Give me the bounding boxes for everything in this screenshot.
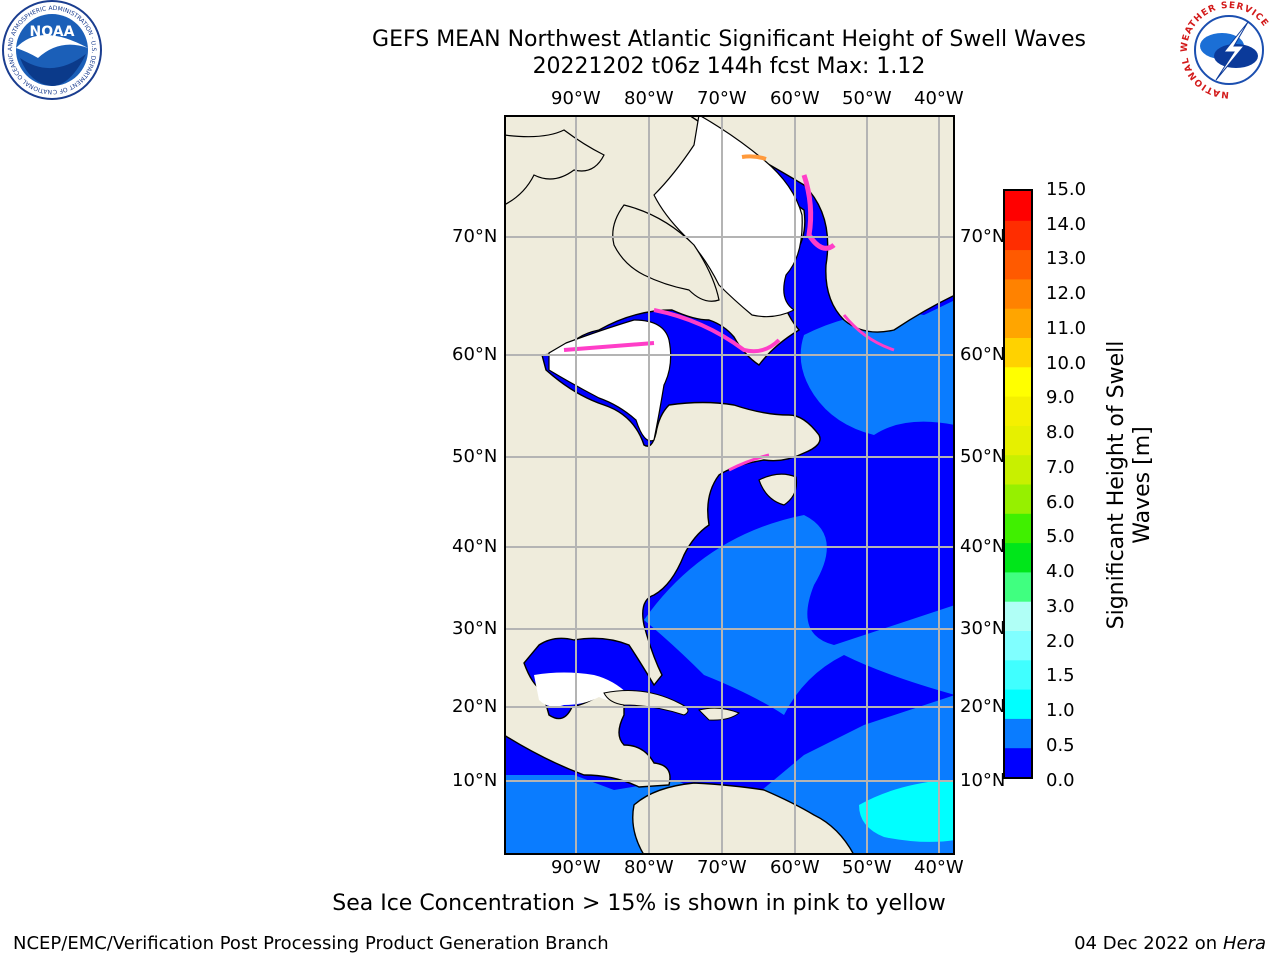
land-cuba <box>603 690 689 716</box>
colorbar-label: 9.0 <box>1046 387 1075 408</box>
lat-label: 40°N <box>452 536 498 557</box>
lon-label: 40°W <box>914 857 964 878</box>
arctic-missing <box>653 115 803 318</box>
colorbar-swatch <box>1005 337 1031 368</box>
colorbar-label: 0.5 <box>1046 735 1075 756</box>
colorbar-swatch <box>1005 220 1031 251</box>
lat-label: 20°N <box>960 696 1006 717</box>
lat-label: 70°N <box>960 226 1006 247</box>
lon-label: 80°W <box>624 857 674 878</box>
lat-label: 50°N <box>960 446 1006 467</box>
lon-label: 60°W <box>770 88 820 109</box>
ocean-mid-swell-south <box>504 695 955 855</box>
colorbar-label: 3.0 <box>1046 596 1075 617</box>
lat-label: 60°N <box>960 344 1006 365</box>
sea-ice-edge-hudson <box>563 341 655 352</box>
colorbar-swatch <box>1005 278 1031 309</box>
lat-label: 30°N <box>452 618 498 639</box>
sea-ice-edge-stlawrence <box>728 453 770 472</box>
sea-ice-edge-orange <box>741 154 767 161</box>
lon-label: 90°W <box>551 88 601 109</box>
colorbar-label: 1.5 <box>1046 665 1075 686</box>
colorbar <box>1003 189 1033 779</box>
colorbar-label: 8.0 <box>1046 422 1075 443</box>
chart-subtitle: 20221202 t06z 144h fcst Max: 1.12 <box>532 54 926 79</box>
noaa-logo: NATIONAL OCEANIC AND ATMOSPHERIC ADMINIS… <box>0 0 102 100</box>
lon-label: 80°W <box>624 88 674 109</box>
colorbar-swatch <box>1005 571 1031 602</box>
map-svg <box>504 115 955 855</box>
lon-label: 40°W <box>914 88 964 109</box>
lat-label: 40°N <box>960 536 1006 557</box>
lon-label: 60°W <box>770 857 820 878</box>
land-hispaniola <box>698 707 740 721</box>
colorbar-swatch <box>1005 249 1031 280</box>
footer-date-text: 04 Dec 2022 on <box>1074 933 1218 954</box>
footer-credit: NCEP/EMC/Verification Post Processing Pr… <box>13 933 609 954</box>
lat-label: 10°N <box>452 770 498 791</box>
map-panel <box>504 115 955 855</box>
colorbar-swatch <box>1005 366 1031 397</box>
colorbar-swatch <box>1005 484 1031 514</box>
land-greenland <box>687 115 955 333</box>
gulf-of-mexico-missing <box>534 672 629 707</box>
colorbar-label: 15.0 <box>1046 179 1087 200</box>
colorbar-label: 7.0 <box>1046 457 1075 478</box>
colorbar-label: 4.0 <box>1046 561 1075 582</box>
footer-machine: Hera <box>1222 933 1266 954</box>
colorbar-label: 5.0 <box>1046 526 1075 547</box>
lat-label: 60°N <box>452 344 498 365</box>
lat-label: 30°N <box>960 618 1006 639</box>
land-baffin-island <box>612 204 720 302</box>
colorbar-label: 6.0 <box>1046 492 1075 513</box>
sea-ice-note: Sea Ice Concentration > 15% is shown in … <box>332 891 946 916</box>
colorbar-swatch <box>1005 659 1031 690</box>
lat-label: 10°N <box>960 770 1006 791</box>
land-arctic-islands <box>504 129 605 206</box>
footer-date: 04 Dec 2022 on Hera <box>1074 933 1266 954</box>
lon-label: 50°W <box>842 88 892 109</box>
colorbar-label: 10.0 <box>1046 353 1087 374</box>
colorbar-swatch <box>1005 718 1031 749</box>
colorbar-label: 14.0 <box>1046 214 1087 235</box>
colorbar-swatch <box>1005 601 1031 631</box>
lat-label: 20°N <box>452 696 498 717</box>
colorbar-label: 1.0 <box>1046 700 1075 721</box>
chart-title: GEFS MEAN Northwest Atlantic Significant… <box>372 27 1086 52</box>
ocean-high-swell <box>859 780 955 842</box>
colorbar-swatch <box>1005 689 1031 719</box>
colorbar-swatches <box>1005 191 1031 777</box>
colorbar-label: 11.0 <box>1046 318 1087 339</box>
colorbar-swatch <box>1005 513 1031 544</box>
lon-label: 70°W <box>697 857 747 878</box>
nws-logo: NATIONAL WEATHER SERVICE <box>1180 1 1278 99</box>
colorbar-swatch <box>1005 630 1031 661</box>
lon-label: 70°W <box>697 88 747 109</box>
lon-label: 50°W <box>842 857 892 878</box>
lat-label: 50°N <box>452 446 498 467</box>
ocean-mid-swell-north <box>800 300 955 435</box>
graticule <box>504 115 955 855</box>
colorbar-label: 12.0 <box>1046 283 1087 304</box>
colorbar-title: Significant Height of Swell Waves [m] <box>1104 340 1155 630</box>
sea-ice-edge-davis <box>653 308 781 354</box>
noaa-logo-text: NOAA <box>30 24 75 40</box>
colorbar-swatch <box>1005 542 1031 573</box>
colorbar-label: 13.0 <box>1046 248 1087 269</box>
colorbar-label: 2.0 <box>1046 631 1075 652</box>
colorbar-swatch <box>1005 191 1031 221</box>
colorbar-swatch <box>1005 308 1031 338</box>
lat-label: 70°N <box>452 226 498 247</box>
colorbar-swatch <box>1005 747 1031 777</box>
colorbar-swatch <box>1005 454 1031 485</box>
colorbar-label: 0.0 <box>1046 770 1075 791</box>
sea-ice-edge-labrador <box>801 174 836 251</box>
map-frame <box>504 115 955 855</box>
colorbar-swatch <box>1005 425 1031 456</box>
colorbar-swatch <box>1005 396 1031 426</box>
lon-label: 90°W <box>551 857 601 878</box>
